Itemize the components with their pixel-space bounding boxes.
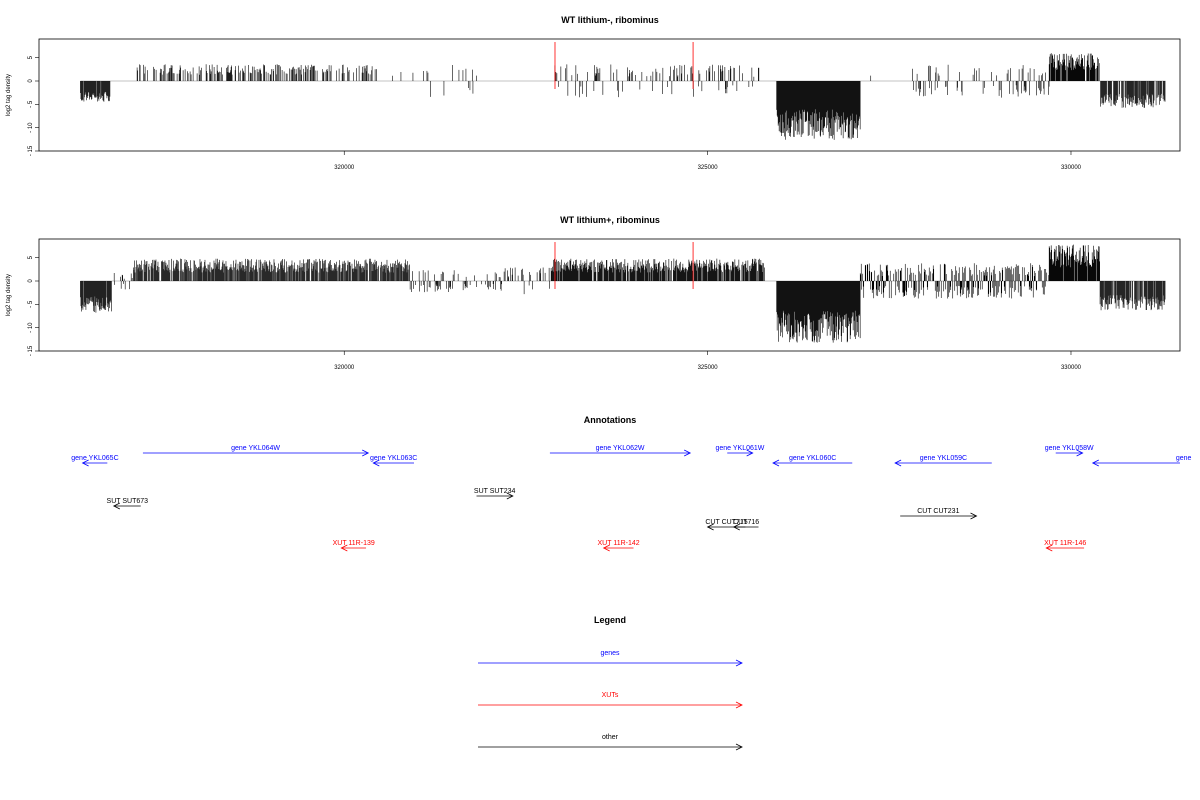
legend-title: Legend [594, 615, 626, 625]
annotation-feature: gene [1091, 455, 1192, 467]
feature-arrowhead [1076, 449, 1084, 457]
legend-item: other [478, 734, 743, 751]
legend-item: XUTs [478, 692, 743, 709]
feature-arrowhead [746, 449, 754, 457]
y-axis-label: log2 tag density [6, 74, 12, 116]
annotation-features: gene YKL065C gene YKL064W gene YKL063C gene… [71, 445, 1192, 552]
feature-arrowhead [602, 544, 610, 552]
feature-arrowhead [735, 659, 743, 667]
x-axis: 320000 325000 330000 [334, 351, 1082, 371]
annotation-feature: SUT SUT673 [107, 498, 149, 510]
annotation-feature: gene YKL060C [772, 455, 853, 467]
x-tick-label: 330000 [1061, 165, 1082, 171]
y-tick-label: - 10 [28, 322, 34, 333]
feature-arrowhead [81, 459, 89, 467]
feature-label: CUT CUT715 [705, 519, 747, 526]
x-tick-label: 320000 [334, 165, 355, 171]
feature-arrowhead [772, 459, 780, 467]
feature-label: gene YKL065C [71, 455, 118, 462]
track-title: WT lithium-, ribominus [561, 15, 659, 25]
feature-arrowhead [362, 449, 370, 457]
annotation-feature: gene YKL058W [1045, 445, 1094, 457]
feature-label: gene YKL063C [370, 455, 417, 462]
feature-label: gene YKL058W [1045, 445, 1094, 452]
x-tick-label: 330000 [1061, 365, 1082, 371]
y-tick-label: - 5 [28, 100, 34, 108]
y-tick-label: - 10 [28, 122, 34, 133]
feature-arrowhead [372, 459, 380, 467]
plot-frame [38, 238, 1181, 352]
feature-label: XUT 11R-146 [1044, 540, 1086, 547]
y-tick-label: 5 [28, 55, 34, 59]
y-tick-label: 0 [28, 279, 34, 283]
feature-label: gene YKL062W [596, 445, 645, 452]
highlight-lines [554, 42, 694, 89]
y-tick-label: - 15 [28, 145, 34, 156]
annotation-feature: gene YKL063C [370, 455, 417, 467]
track-panel-lithium-minus: WT lithium-, ribominus log2 tag density … [6, 15, 1181, 171]
feature-label: XUT 11R-139 [333, 540, 375, 547]
highlight-lines [554, 242, 694, 289]
annotation-feature: gene YKL064W [142, 445, 370, 457]
y-axis: 5 0 - 5 - 10 - 15 [28, 55, 39, 156]
annotation-feature: gene YKL062W [549, 445, 692, 457]
legend-items: genes XUTs other [478, 650, 743, 751]
feature-arrowhead [683, 449, 692, 457]
annotation-feature: XUT 11R-146 [1044, 540, 1086, 552]
feature-arrowhead [732, 523, 740, 531]
y-tick-label: 5 [28, 255, 34, 259]
feature-arrowhead [112, 502, 121, 510]
feature-label: gene YKL061W [715, 445, 764, 452]
feature-arrowhead [735, 701, 743, 709]
feature-arrowhead [506, 492, 514, 500]
y-axis-label: log2 tag density [6, 274, 12, 316]
y-tick-label: - 5 [28, 300, 34, 308]
feature-label: XUT 11R-142 [598, 540, 640, 547]
x-tick-label: 325000 [698, 365, 719, 371]
annotation-feature: CUT CUT231 [900, 508, 978, 520]
density-bars [80, 53, 1166, 140]
annotation-feature: gene YKL061W [715, 445, 765, 457]
feature-label: SUT SUT673 [107, 498, 149, 505]
feature-label: gene YKL059C [920, 455, 967, 462]
feature-arrowhead [1091, 459, 1099, 467]
annotation-feature: gene YKL065C [71, 455, 119, 467]
annotation-feature: SUT SUT234 [474, 488, 516, 500]
annotations-title: Annotations [584, 415, 637, 425]
feature-label: gene [1176, 455, 1192, 462]
track-panel-lithium-plus: WT lithium+, ribominus log2 tag density … [6, 215, 1181, 371]
legend-label: other [602, 734, 619, 741]
feature-arrowhead [970, 512, 978, 520]
annotation-feature: XUT 11R-142 [598, 540, 640, 552]
plot-frame [38, 38, 1181, 152]
feature-arrowhead [1045, 544, 1053, 552]
feature-label: gene YKL064W [231, 445, 280, 452]
x-tick-label: 320000 [334, 365, 355, 371]
x-axis: 320000 325000 330000 [334, 151, 1082, 171]
annotation-feature: CUT716 [732, 519, 759, 531]
feature-arrowhead [735, 743, 743, 751]
y-tick-label: - 15 [28, 345, 34, 356]
feature-arrowhead [706, 523, 714, 531]
annotation-feature: gene YKL059C [894, 455, 992, 467]
y-tick-label: 0 [28, 79, 34, 83]
density-bars [80, 244, 1166, 343]
x-tick-label: 325000 [698, 165, 719, 171]
feature-label: gene YKL060C [789, 455, 836, 462]
legend-item: genes [478, 650, 743, 667]
feature-arrowhead [894, 459, 902, 467]
y-axis: 5 0 - 5 - 10 - 15 [28, 255, 39, 356]
feature-label: CUT CUT231 [917, 508, 959, 515]
legend-label: genes [600, 650, 620, 657]
track-title: WT lithium+, ribominus [560, 215, 660, 225]
legend-panel: Legend genes XUTs other [478, 615, 743, 751]
legend-label: XUTs [602, 692, 619, 699]
feature-arrowhead [340, 544, 348, 552]
annotation-feature: XUT 11R-139 [333, 540, 375, 552]
feature-label: SUT SUT234 [474, 488, 516, 495]
feature-label: CUT716 [733, 519, 759, 526]
